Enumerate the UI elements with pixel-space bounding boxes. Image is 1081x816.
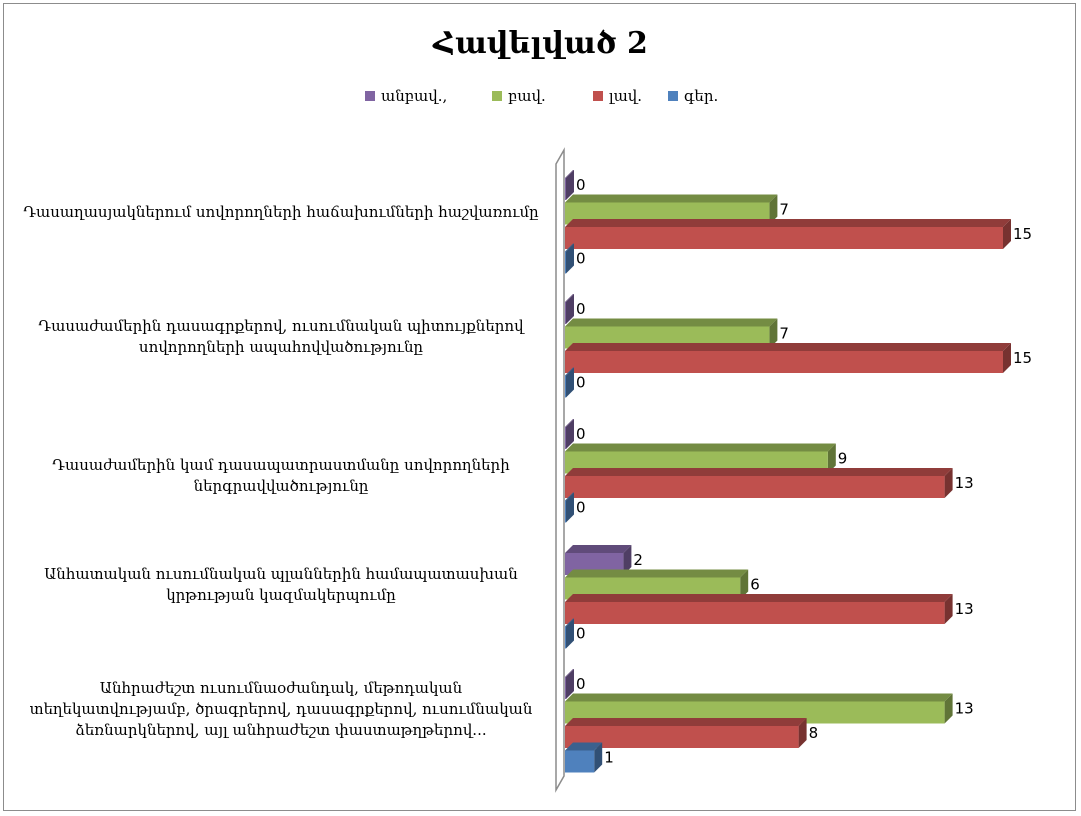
bar-3-2 [565, 351, 1003, 373]
bar-4-4-top [565, 618, 574, 627]
bar-2-5-top [565, 693, 953, 702]
value-label-1-1: 0 [576, 176, 586, 194]
bar-2-5-side [944, 693, 953, 724]
chart-legend: անբավ., բավ. լավ. գեր. [0, 86, 1081, 108]
value-label-2-1: 7 [779, 201, 789, 219]
value-label-4-3: 0 [576, 499, 586, 517]
bar-3-3-side [944, 468, 953, 498]
value-label-1-3: 0 [576, 425, 586, 443]
bar-2-1-top [565, 194, 778, 203]
bar-2-2-top [565, 318, 778, 327]
bar-2-1-side [769, 194, 778, 225]
bar-1-2-side [566, 294, 574, 324]
value-label-3-4: 13 [955, 600, 974, 618]
bar-2-4-side [740, 569, 749, 600]
value-label-3-3: 13 [955, 474, 974, 492]
category-label-1: Դասաղասյակներում սովորողների հաճախումներ… [23, 203, 539, 221]
bar-4-3-side [566, 492, 574, 523]
bar-4-4 [565, 626, 566, 649]
bar-1-2-top [565, 294, 574, 302]
bar-4-3-top [565, 492, 574, 501]
bar-3-4-top [565, 594, 953, 602]
bar-4-1 [565, 251, 566, 274]
bar-2-2-side [769, 318, 778, 349]
axis-wall [555, 147, 565, 793]
bar-3-3 [565, 476, 945, 498]
bar-4-2 [565, 375, 566, 398]
bar-2-3-top [565, 443, 836, 452]
legend-label-bav: բավ. [508, 87, 546, 105]
bar-3-4 [565, 602, 945, 624]
value-label-2-4: 6 [750, 576, 760, 594]
bar-3-1 [565, 227, 1003, 249]
bar-1-3-top [565, 419, 574, 427]
bar-3-1-top [565, 219, 1011, 227]
value-label-4-4: 0 [576, 625, 586, 643]
value-label-4-5: 1 [604, 749, 614, 767]
value-label-3-1: 15 [1013, 225, 1032, 243]
value-label-3-5: 8 [809, 724, 819, 742]
bar-3-3-top [565, 468, 953, 476]
bar-3-5-side [798, 718, 807, 748]
bar-1-5-top [565, 669, 574, 677]
bar-3-5 [565, 726, 799, 748]
value-label-2-5: 13 [955, 700, 974, 718]
value-label-4-1: 0 [576, 250, 586, 268]
legend-swatch-ger [668, 91, 678, 101]
bar-1-1-top [565, 170, 574, 178]
bar-3-2-side [1003, 343, 1011, 373]
bar-1-4-side [623, 545, 632, 575]
bar-3-5-top [565, 718, 807, 726]
bar-1-2 [565, 302, 566, 324]
value-label-1-4: 2 [633, 551, 643, 569]
category-label-3: Դասաժամերին կամ դասապատրաստմանը սովորողն… [52, 456, 510, 495]
legend-swatch-anbav [365, 91, 375, 101]
value-label-2-2: 7 [779, 325, 789, 343]
bar-3-4-side [944, 594, 953, 624]
bar-4-4-side [566, 618, 574, 649]
bar-1-5-side [566, 669, 574, 699]
value-label-1-5: 0 [576, 675, 586, 693]
bar-4-1-top [565, 243, 574, 252]
legend-label-lav: լավ. [609, 87, 643, 105]
bar-3-2-top [565, 343, 1011, 351]
bar-4-5-side [594, 742, 603, 773]
value-label-3-2: 15 [1013, 349, 1032, 367]
bar-1-5 [565, 677, 566, 699]
bar-3-1-side [1003, 219, 1011, 249]
bar-4-3 [565, 500, 566, 523]
legend-label-anbav: անբավ., [381, 87, 448, 105]
legend-label-ger: գեր. [684, 87, 719, 105]
chart-title: Հավելված 2 [433, 26, 648, 61]
category-label-2: Դասաժամերին դասագրքերով, ուսումնական պիտ… [38, 317, 524, 356]
chart-frame [3, 3, 1076, 811]
bar-1-3-side [566, 419, 574, 449]
bar-2-3-side [827, 443, 836, 474]
legend-swatch-lav [593, 91, 603, 101]
bar-4-5-top [565, 742, 603, 751]
bar-2-4-top [565, 569, 749, 578]
value-label-1-2: 0 [576, 300, 586, 318]
value-label-4-2: 0 [576, 374, 586, 392]
bar-1-4-top [565, 545, 632, 553]
category-label-5: Անհրաժեշտ ուսումնաօժանդակ, մեթոդական տեղ… [29, 679, 533, 739]
category-label-4: Անհատական ուսումնական պլաններին համապատա… [44, 565, 518, 604]
legend-swatch-bav [492, 91, 502, 101]
bar-1-1-side [566, 170, 574, 200]
value-label-2-3: 9 [838, 450, 848, 468]
bar-4-2-top [565, 367, 574, 376]
bar-1-1 [565, 178, 566, 200]
bar-4-5 [565, 750, 595, 773]
bar-1-3 [565, 427, 566, 449]
bar-4-2-side [566, 367, 574, 398]
bar-4-1-side [566, 243, 574, 274]
